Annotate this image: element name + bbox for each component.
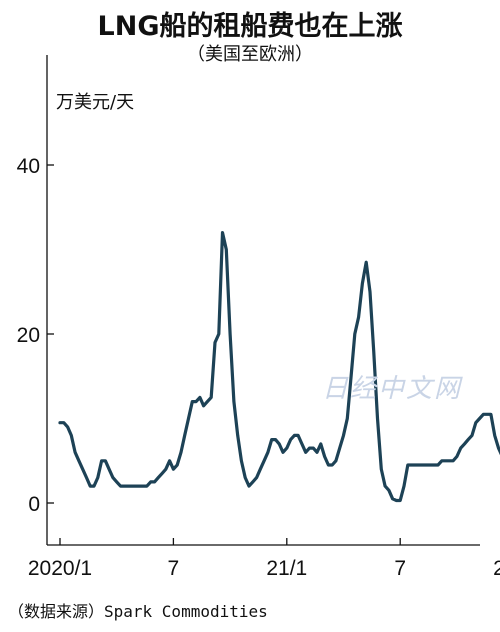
x-tick-label: 22/1	[493, 557, 500, 580]
x-tick-label: 21/1	[266, 557, 307, 580]
series-group	[58, 231, 500, 503]
y-tick-label: 20	[17, 324, 40, 347]
chart-title: LNG船的租船费也在上涨	[97, 11, 403, 42]
watermark: 日经中文网	[322, 374, 463, 404]
x-tick-label: 2020/1	[28, 557, 92, 580]
x-tick-label: 7	[394, 557, 406, 580]
y-tick-label: 40	[17, 155, 40, 178]
y-axis-ticks: 0 20 40	[17, 155, 54, 516]
y-tick-label: 0	[28, 493, 40, 516]
chart-subtitle: （美国至欧洲）	[187, 44, 313, 65]
y-axis-unit-label: 万美元/天	[56, 92, 134, 113]
chart-axes	[46, 55, 480, 546]
x-tick-label: 7	[168, 557, 180, 580]
series-line-charter-rate	[58, 231, 500, 503]
data-source-note: （数据来源）Spark Commodities	[8, 602, 268, 621]
